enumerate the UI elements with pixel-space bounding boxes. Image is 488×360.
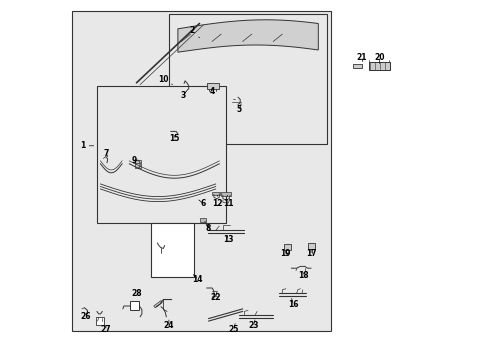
Text: 23: 23 bbox=[248, 320, 258, 330]
Text: 6: 6 bbox=[199, 199, 205, 208]
Bar bbox=[72, 11, 330, 331]
Bar bbox=[96, 317, 104, 325]
Text: 14: 14 bbox=[192, 274, 203, 284]
Text: 3: 3 bbox=[180, 89, 187, 100]
Polygon shape bbox=[153, 301, 162, 308]
Text: 28: 28 bbox=[131, 289, 142, 298]
Bar bbox=[151, 223, 194, 277]
Text: 12: 12 bbox=[212, 195, 223, 208]
Text: 19: 19 bbox=[280, 249, 290, 258]
Text: 9: 9 bbox=[132, 156, 137, 165]
Text: 22: 22 bbox=[210, 291, 221, 302]
Bar bbox=[134, 160, 141, 168]
Text: 13: 13 bbox=[223, 235, 233, 244]
Text: 4: 4 bbox=[209, 87, 214, 96]
Text: 21: 21 bbox=[356, 53, 366, 62]
Bar bbox=[352, 64, 361, 68]
Text: 7: 7 bbox=[103, 149, 108, 158]
Text: 8: 8 bbox=[205, 224, 211, 233]
Bar bbox=[200, 218, 205, 222]
Text: 1: 1 bbox=[80, 141, 94, 150]
Text: 24: 24 bbox=[163, 320, 174, 330]
Text: 18: 18 bbox=[298, 271, 308, 280]
Text: 16: 16 bbox=[287, 298, 298, 309]
Text: 15: 15 bbox=[169, 134, 179, 143]
Text: 26: 26 bbox=[81, 311, 91, 321]
Text: 5: 5 bbox=[236, 104, 241, 114]
Text: 10: 10 bbox=[158, 75, 172, 85]
Bar bbox=[368, 62, 389, 70]
Text: 17: 17 bbox=[305, 249, 316, 258]
Bar bbox=[97, 86, 226, 223]
Text: 11: 11 bbox=[223, 195, 233, 208]
Bar bbox=[284, 244, 290, 250]
Bar bbox=[168, 14, 326, 144]
Polygon shape bbox=[178, 20, 318, 52]
Bar bbox=[221, 192, 231, 196]
Text: 27: 27 bbox=[101, 325, 111, 334]
Bar bbox=[130, 301, 139, 310]
Bar bbox=[307, 243, 315, 249]
Text: 20: 20 bbox=[373, 53, 384, 63]
Bar bbox=[212, 192, 220, 195]
Bar bbox=[207, 83, 219, 89]
Text: 2: 2 bbox=[189, 26, 199, 38]
Text: 25: 25 bbox=[228, 324, 239, 334]
